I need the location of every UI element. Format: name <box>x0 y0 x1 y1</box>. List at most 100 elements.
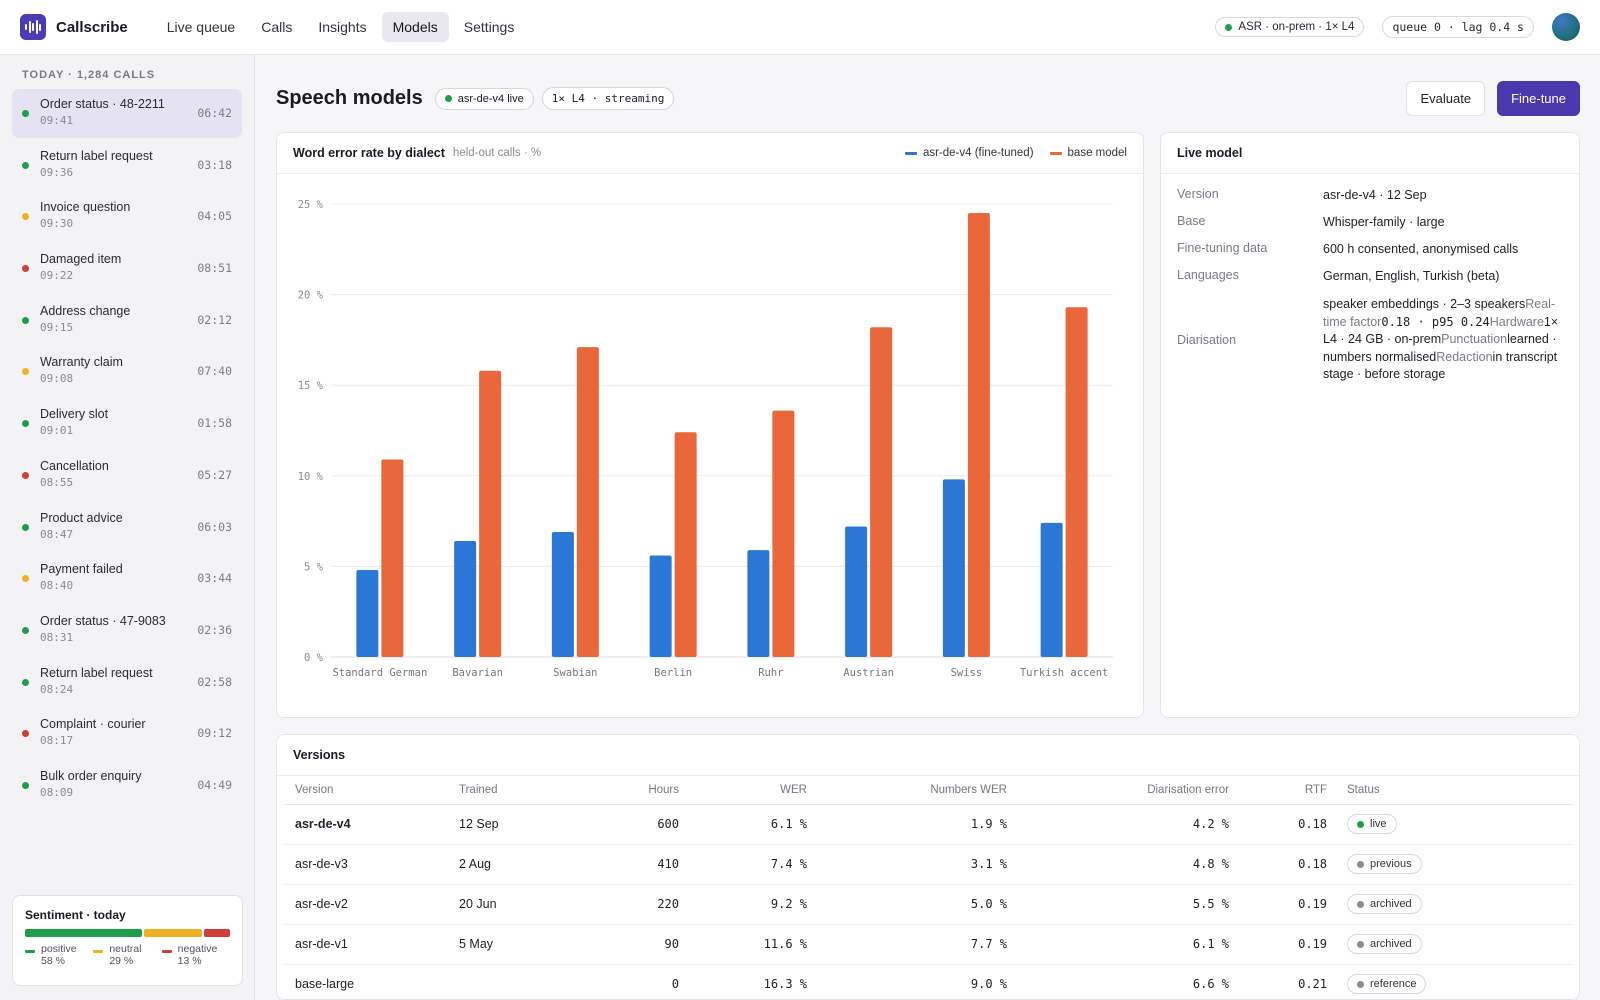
call-list-item[interactable]: Complaint · courier 08:17 09:12 <box>12 709 242 758</box>
x-tick-label: Bavarian <box>452 667 503 679</box>
table-row[interactable]: asr-de-v4 12 Sep 600 6.1 % 1.9 % 4.2 % 0.18 liv… <box>285 804 1573 845</box>
bar-base-model <box>674 432 697 657</box>
cell-numbers-wer: 1.9 % <box>807 804 1007 845</box>
waveform-logo-icon[interactable] <box>20 14 46 40</box>
sentiment-legend-neutral: neutral 29 % <box>93 943 161 967</box>
page-header: Speech models asr-de-v4 live 1× L4 · str… <box>276 81 1580 116</box>
call-title: Order status · 47-9083 <box>40 613 166 628</box>
cell-status: archived <box>1327 884 1573 925</box>
table-row[interactable]: base-large 0 16.3 % 9.0 % 6.6 % 0.21 reference <box>285 964 1573 999</box>
fine-tune-button[interactable]: Fine-tune <box>1497 81 1580 116</box>
sentiment-dot-icon <box>22 316 29 324</box>
main-content: Speech models asr-de-v4 live 1× L4 · str… <box>256 55 1600 1000</box>
wer-chart-card: Word error rate by dialect held-out call… <box>276 132 1144 718</box>
call-time: 08:40 <box>40 579 74 593</box>
versions-title: Versions <box>293 748 346 762</box>
call-list-item[interactable]: Product advice 08:47 06:03 <box>12 503 242 552</box>
x-tick-label: Swabian <box>553 667 597 679</box>
table-row[interactable]: asr-de-v2 20 Jun 220 9.2 % 5.0 % 5.5 % 0.19 arc… <box>285 884 1573 925</box>
punctuation-key: Punctuation <box>1441 332 1508 346</box>
call-list-item[interactable]: Payment failed 08:40 03:44 <box>12 554 242 603</box>
cell-wer: 11.6 % <box>679 924 807 965</box>
call-list-item[interactable]: Bulk order enquiry 08:09 04:49 <box>12 761 242 810</box>
avatar[interactable] <box>1552 13 1580 41</box>
detail-value: German, English, Turkish (beta) <box>1323 269 1500 283</box>
col-numbers-wer: Numbers WER <box>807 776 1007 805</box>
call-duration: 03:44 <box>197 571 232 586</box>
sentiment-label: negative <box>177 943 218 955</box>
nav-insights[interactable]: Insights <box>318 19 367 35</box>
call-list-item[interactable]: Address change 09:15 02:12 <box>12 296 242 345</box>
sidebar-heading: TODAY · 1,284 CALLS <box>22 69 156 81</box>
status-text: reference <box>1370 978 1417 990</box>
nav-live-queue[interactable]: Live queue <box>166 19 236 35</box>
call-list-item[interactable]: Invoice question 09:30 04:05 <box>12 192 242 241</box>
rtf-value: 0.18 · p95 0.24 <box>1381 314 1490 329</box>
table-row[interactable]: asr-de-v1 5 May 90 11.6 % 7.7 % 6.1 % 0.19 arch… <box>285 924 1573 965</box>
chart-card-header: Word error rate by dialect held-out call… <box>277 133 1143 174</box>
hardware-chip-text: 1× L4 · streaming <box>551 92 665 105</box>
cell-version: asr-de-v3 <box>285 844 459 885</box>
versions-card: Versions Version Trained Hours WER Numbe… <box>276 734 1580 1000</box>
call-title: Damaged item <box>40 252 122 267</box>
call-time: 08:09 <box>40 785 74 799</box>
status-text: previous <box>1370 858 1412 870</box>
call-list-item[interactable]: Order status · 48-2211 09:41 06:42 <box>12 89 242 138</box>
call-list-item[interactable]: Damaged item 09:22 08:51 <box>12 244 242 293</box>
redaction-value: in transcript stage · before storage <box>1323 349 1558 382</box>
call-time: 09:01 <box>40 424 74 438</box>
bar-fine-tuned <box>747 550 770 657</box>
sentiment-dot-icon <box>22 575 29 583</box>
call-time: 08:24 <box>40 682 74 696</box>
sentiment-label: positive <box>41 943 77 955</box>
call-list-item[interactable]: Return label request 08:24 02:58 <box>12 658 242 707</box>
call-list-item[interactable]: Delivery slot 09:01 01:58 <box>12 399 242 448</box>
cell-diarisation-error: 6.1 % <box>1007 924 1229 965</box>
sentiment-swatch <box>25 950 35 953</box>
cell-wer: 6.1 % <box>679 804 807 845</box>
status-text: archived <box>1370 938 1412 950</box>
sentiment-dot-icon <box>22 523 29 531</box>
versions-body: asr-de-v4 12 Sep 600 6.1 % 1.9 % 4.2 % 0.18 liv… <box>285 804 1573 999</box>
hardware-key: Hardware <box>1489 314 1544 329</box>
hardware-chip: 1× L4 · streaming <box>541 87 675 110</box>
live-model-row: Fine-tuning data 600 h consented, anonymi… <box>1161 241 1579 268</box>
cell-diarisation-error: 4.8 % <box>1007 844 1229 885</box>
sentiment-card: Sentiment · today positive 58 % neutral 29 … <box>12 895 243 986</box>
live-model-card: Live model Version asr-de-v4 · 12 Sep Base… <box>1160 132 1580 718</box>
bar-fine-tuned <box>1040 522 1063 657</box>
nav-models[interactable]: Models <box>381 12 449 42</box>
detail-key: Base <box>1177 214 1206 228</box>
call-list-item[interactable]: Order status · 47-9083 08:31 02:36 <box>12 606 242 655</box>
call-list-item[interactable]: Warranty claim 09:08 07:40 <box>12 347 242 396</box>
cell-status: live <box>1327 804 1573 845</box>
col-trained: Trained <box>459 776 565 805</box>
y-tick-label: 0 % <box>304 652 324 664</box>
x-tick-label: Turkish accent <box>1020 667 1109 679</box>
evaluate-button[interactable]: Evaluate <box>1406 81 1486 116</box>
call-title: Order status · 48-2211 <box>40 97 165 111</box>
call-list-item[interactable]: Return label request 09:36 03:18 <box>12 141 242 190</box>
live-model-title: Live model <box>1177 146 1243 160</box>
cell-version: asr-de-v4 <box>285 804 459 845</box>
detail-value: 600 h consented, anonymised calls <box>1323 242 1519 256</box>
nav-calls[interactable]: Calls <box>261 19 293 35</box>
cell-diarisation-error: 6.6 % <box>1007 964 1229 999</box>
legend-swatch-base <box>1049 151 1062 155</box>
cell-rtf: 0.21 <box>1229 964 1327 999</box>
app-name: Callscribe <box>56 18 128 36</box>
table-row[interactable]: asr-de-v3 2 Aug 410 7.4 % 3.1 % 4.8 % 0.18 prev… <box>285 844 1573 885</box>
detail-value: asr-de-v4 · 12 Sep <box>1323 188 1427 202</box>
detail-key: Languages <box>1177 268 1239 282</box>
sentiment-value: 58 % <box>41 955 65 967</box>
bar-fine-tuned <box>454 541 477 657</box>
bar-fine-tuned <box>356 570 379 657</box>
sentiment-value: 29 % <box>109 955 134 967</box>
cell-numbers-wer: 5.0 % <box>807 884 1007 925</box>
cell-trained: 12 Sep <box>459 804 565 845</box>
nav-settings[interactable]: Settings <box>463 19 515 35</box>
col-wer: WER <box>679 776 807 805</box>
call-list-item[interactable]: Cancellation 08:55 05:27 <box>12 451 242 500</box>
y-tick-label: 20 % <box>298 290 324 302</box>
call-duration: 02:12 <box>197 312 232 327</box>
